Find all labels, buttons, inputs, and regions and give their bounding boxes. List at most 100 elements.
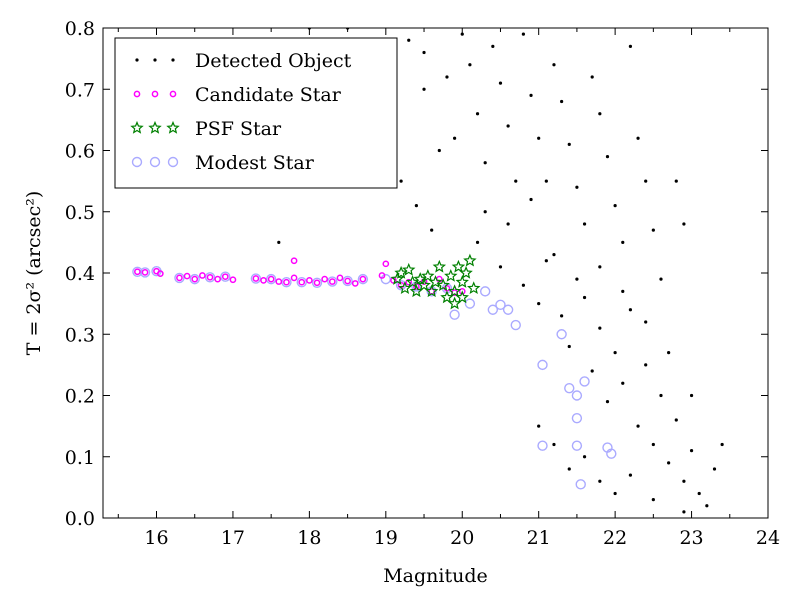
x-tick-label: 22: [603, 527, 627, 549]
detected-object-point: [613, 351, 617, 355]
detected-object-point: [560, 99, 564, 104]
detected-object-point: [521, 32, 526, 36]
detected-object-point: [475, 112, 480, 116]
modest-star-point: [265, 273, 277, 285]
detected-object-point: [575, 185, 579, 189]
y-tick-label: 0.5: [65, 202, 95, 224]
detected-object-point: [537, 424, 541, 428]
detected-object-point: [659, 277, 663, 281]
detected-object-point: [537, 302, 541, 306]
detected-object-point: [552, 442, 556, 447]
detected-object-point: [705, 504, 709, 508]
modest-star-point: [571, 440, 583, 451]
modest-star-point: [606, 448, 617, 459]
candidate-star-point: [134, 268, 141, 276]
candidate-star-point: [336, 274, 344, 282]
candidate-star-point: [298, 278, 306, 286]
legend-marker-modest-star: [167, 156, 179, 168]
psf-star-point: [455, 275, 469, 288]
plot-area: [132, 28, 724, 514]
detected-object-point: [430, 228, 434, 232]
detected-object-point: [468, 63, 472, 67]
y-tick-label: 0.6: [65, 141, 95, 163]
candidate-star-point: [183, 272, 191, 280]
detected-object-point: [552, 63, 556, 67]
modest-star-point: [502, 304, 514, 315]
modest-star-point: [174, 272, 185, 284]
detected-object-point: [613, 491, 617, 496]
psf-star-point: [463, 253, 477, 267]
y-tick-label: 0.0: [65, 508, 95, 530]
detected-object-point: [277, 240, 281, 244]
modest-star-point: [342, 275, 353, 287]
detected-object-point: [689, 393, 694, 398]
detected-object-point: [445, 75, 449, 79]
detected-object-point: [590, 75, 594, 79]
candidate-star-point: [156, 270, 164, 277]
candidate-star-point: [229, 276, 237, 284]
modest-star-point: [449, 309, 460, 320]
psf-star-point: [421, 268, 435, 282]
legend-marker-detected-object: [135, 58, 139, 62]
modest-star-point: [537, 440, 548, 451]
psf-star-point: [455, 290, 469, 304]
detected-object-point: [651, 442, 655, 447]
psf-star-point: [417, 278, 431, 291]
candidate-star-point: [344, 277, 351, 285]
psf-star-point: [402, 262, 416, 276]
detected-object-point: [598, 112, 602, 116]
detected-object-point: [567, 344, 571, 349]
candidate-star-point: [359, 275, 367, 283]
candidate-star-point: [191, 275, 199, 283]
modest-star-point: [487, 304, 499, 315]
detected-object-point: [667, 351, 671, 355]
detected-object-point: [628, 308, 633, 312]
candidate-star-point: [306, 277, 313, 284]
modest-star-point: [464, 298, 476, 309]
detected-object-point: [567, 467, 571, 471]
detected-object-point: [689, 449, 694, 453]
detected-object-point: [628, 44, 633, 48]
axis-ticks: 16 17 18 19 20 21 22 23 24 0.0 0.1 0.2 0.3 0.4 0.5 0.6 0…: [65, 18, 780, 549]
detected-object-point: [644, 320, 648, 324]
modest-star-point: [495, 299, 506, 311]
candidate-star-point: [382, 260, 390, 268]
detected-object-point: [598, 479, 602, 483]
candidate-star-point: [405, 278, 413, 286]
detected-object-point: [414, 204, 418, 208]
modest-star-point: [380, 273, 392, 285]
legend-marker-psf-star: [166, 120, 180, 134]
y-tick-label: 0.3: [65, 324, 95, 346]
detected-object-point: [598, 326, 602, 330]
psf-star-point: [436, 278, 450, 291]
series-detected-object: [277, 28, 724, 514]
detected-object-point: [407, 38, 411, 42]
detected-object-point: [582, 295, 587, 300]
candidate-star-point: [260, 277, 267, 284]
detected-object-point: [674, 179, 678, 183]
candidate-star-point: [267, 275, 275, 283]
x-tick-label: 20: [450, 527, 474, 549]
candidate-star-point: [199, 272, 206, 279]
detected-object-point: [598, 265, 602, 269]
detected-object-point: [644, 179, 648, 183]
modest-star-point: [556, 329, 567, 340]
detected-object-point: [475, 240, 480, 244]
modest-star-point: [311, 277, 323, 288]
modest-star-point: [220, 271, 231, 282]
modest-star-point: [296, 276, 307, 288]
y-tick-label: 0.2: [65, 386, 95, 408]
detected-object-point: [437, 148, 441, 153]
candidate-star-point: [378, 272, 386, 279]
candidate-star-point: [275, 278, 283, 285]
candidate-star-point: [214, 275, 222, 283]
detected-object-point: [506, 124, 510, 128]
modest-star-point: [510, 319, 521, 331]
detected-object-point: [552, 253, 556, 257]
modest-star-point: [204, 272, 216, 283]
candidate-star-point: [290, 257, 298, 265]
y-tick-label: 0.7: [65, 79, 95, 101]
detected-object-point: [560, 314, 564, 318]
candidate-star-point: [290, 274, 298, 282]
modest-star-point: [327, 276, 338, 287]
